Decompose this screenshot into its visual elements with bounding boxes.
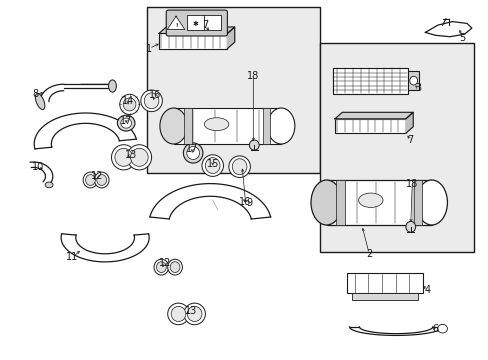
Ellipse shape: [108, 80, 116, 92]
Bar: [146, 7, 320, 173]
Bar: [407, 71, 418, 90]
Polygon shape: [425, 22, 471, 37]
Ellipse shape: [111, 145, 136, 170]
Ellipse shape: [167, 259, 182, 275]
Ellipse shape: [117, 115, 135, 131]
Polygon shape: [150, 184, 270, 219]
Bar: [351, 293, 417, 300]
Text: 9: 9: [246, 198, 252, 208]
Ellipse shape: [130, 148, 148, 166]
Ellipse shape: [310, 180, 342, 225]
Text: 18: 18: [405, 179, 418, 189]
Ellipse shape: [228, 156, 250, 177]
Ellipse shape: [437, 324, 447, 333]
Bar: [262, 108, 270, 144]
Bar: [184, 108, 192, 144]
Text: 13: 13: [184, 306, 197, 316]
Ellipse shape: [405, 221, 415, 232]
Polygon shape: [167, 16, 184, 30]
Polygon shape: [405, 112, 412, 133]
FancyBboxPatch shape: [166, 10, 227, 36]
Text: 5: 5: [458, 33, 464, 43]
Text: ✱: ✱: [192, 21, 198, 27]
Ellipse shape: [141, 90, 162, 112]
Ellipse shape: [249, 140, 259, 150]
Text: 3: 3: [414, 83, 420, 93]
Ellipse shape: [156, 262, 166, 273]
Ellipse shape: [358, 193, 382, 207]
Bar: [332, 68, 407, 94]
Ellipse shape: [97, 175, 106, 185]
Bar: [335, 180, 344, 225]
Text: 18: 18: [246, 71, 259, 81]
Text: !: !: [174, 23, 177, 28]
Ellipse shape: [123, 98, 136, 111]
Ellipse shape: [127, 145, 151, 170]
Text: 11: 11: [66, 252, 79, 262]
Ellipse shape: [35, 94, 45, 109]
Ellipse shape: [205, 158, 220, 174]
Ellipse shape: [204, 118, 228, 131]
Ellipse shape: [170, 262, 180, 273]
Ellipse shape: [409, 76, 417, 85]
Ellipse shape: [83, 172, 98, 188]
Text: 6: 6: [431, 324, 437, 334]
Bar: [334, 119, 405, 133]
Polygon shape: [334, 112, 412, 119]
Text: 17: 17: [120, 116, 132, 126]
Text: 7: 7: [407, 135, 413, 145]
Text: 12: 12: [159, 258, 171, 268]
Text: 17: 17: [185, 144, 198, 154]
Ellipse shape: [160, 108, 187, 144]
Ellipse shape: [45, 182, 53, 188]
Ellipse shape: [171, 306, 185, 321]
Ellipse shape: [267, 108, 294, 144]
Ellipse shape: [183, 143, 203, 163]
Polygon shape: [159, 27, 234, 33]
Ellipse shape: [415, 180, 447, 225]
Text: 16: 16: [149, 90, 162, 100]
Ellipse shape: [115, 148, 132, 166]
Ellipse shape: [120, 94, 139, 114]
Ellipse shape: [94, 172, 109, 188]
Ellipse shape: [154, 259, 168, 275]
Text: 14: 14: [122, 96, 134, 106]
Text: 7: 7: [202, 20, 208, 30]
Ellipse shape: [186, 147, 199, 159]
Ellipse shape: [144, 93, 159, 109]
Polygon shape: [61, 234, 149, 262]
Text: 4: 4: [424, 285, 430, 295]
Bar: [346, 273, 422, 293]
Bar: [326, 180, 431, 225]
Text: 16: 16: [239, 197, 251, 207]
Text: 15: 15: [206, 159, 219, 169]
Ellipse shape: [187, 306, 202, 321]
Bar: [159, 33, 227, 49]
Polygon shape: [227, 27, 234, 49]
Bar: [320, 43, 473, 252]
Bar: [413, 180, 422, 225]
Polygon shape: [349, 327, 442, 336]
Polygon shape: [40, 84, 63, 102]
Polygon shape: [30, 162, 53, 185]
Text: 1: 1: [146, 44, 152, 54]
Ellipse shape: [85, 175, 95, 185]
Ellipse shape: [202, 155, 223, 176]
Text: 2: 2: [366, 249, 371, 259]
Ellipse shape: [183, 303, 205, 325]
Bar: [173, 108, 281, 144]
Text: 12: 12: [90, 171, 103, 181]
Ellipse shape: [121, 118, 131, 128]
Polygon shape: [34, 113, 136, 149]
Text: 8: 8: [32, 89, 38, 99]
Ellipse shape: [232, 159, 246, 175]
Ellipse shape: [167, 303, 189, 325]
Text: 10: 10: [32, 162, 44, 172]
Text: 13: 13: [124, 150, 137, 160]
Bar: [187, 15, 220, 30]
